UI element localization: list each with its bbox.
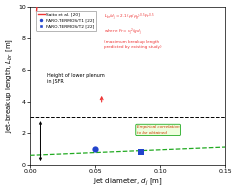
Y-axis label: Jet-breakup length, $L_{br}$ [m]: Jet-breakup length, $L_{br}$ [m] xyxy=(5,38,15,133)
Text: $L_{br}/d_j = 2.1\,(\rho_f/\rho_g)^{0.5}Fr^{0.5}$
where $Fr = v_j^{\,2}/g\,d_j$
: $L_{br}/d_j = 2.1\,(\rho_f/\rho_g)^{0.5}… xyxy=(104,12,162,49)
X-axis label: Jet diameter, $d_j$ [m]: Jet diameter, $d_j$ [m] xyxy=(93,177,163,188)
Legend: Saito et al. [20], FARO-TERMOS/T1 [22], FARO-TERMOS/T2 [22]: Saito et al. [20], FARO-TERMOS/T1 [22], … xyxy=(36,11,96,30)
Text: Empirical correlation
to be obtained: Empirical correlation to be obtained xyxy=(137,125,179,135)
Text: Height of lower plenum
in JSFR: Height of lower plenum in JSFR xyxy=(47,73,105,84)
